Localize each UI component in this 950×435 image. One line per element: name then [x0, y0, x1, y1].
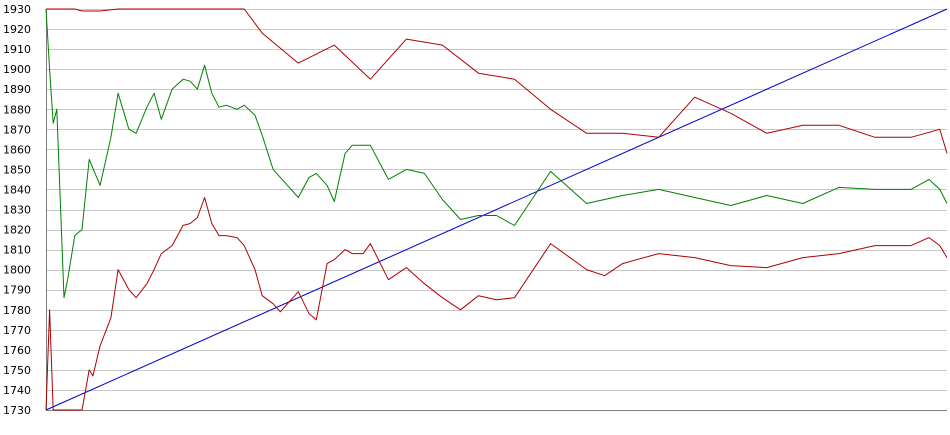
y-axis-ticks: 1730 1740 1750 1760 1770 1780 1790 1800 1810 1820… [3, 3, 31, 417]
y-tick-label: 1830 [3, 204, 31, 217]
y-tick-label: 1870 [3, 123, 31, 136]
y-tick-label: 1780 [3, 304, 31, 317]
y-tick-label: 1890 [3, 83, 31, 96]
y-tick-label: 1730 [3, 404, 31, 417]
y-tick-label: 1910 [3, 43, 31, 56]
y-tick-label: 1900 [3, 63, 31, 76]
grid-lines [46, 9, 947, 391]
series-line-1 [45, 8, 948, 411]
series-line-2 [46, 8, 948, 154]
y-tick-label: 1760 [3, 344, 31, 357]
y-tick-label: 1860 [3, 143, 31, 156]
series-lines [45, 8, 948, 411]
y-tick-label: 1840 [3, 183, 31, 196]
axes [46, 9, 947, 411]
y-tick-label: 1800 [3, 264, 31, 277]
y-tick-label: 1930 [3, 3, 31, 16]
series-line-4 [45, 197, 948, 411]
series-line-3 [45, 8, 948, 299]
y-tick-label: 1880 [3, 103, 31, 116]
y-tick-label: 1850 [3, 163, 31, 176]
y-tick-label: 1770 [3, 324, 31, 337]
y-tick-label: 1810 [3, 244, 31, 257]
y-tick-label: 1750 [3, 364, 31, 377]
y-tick-label: 1820 [3, 224, 31, 237]
y-tick-label: 1920 [3, 23, 31, 36]
y-tick-label: 1740 [3, 384, 31, 397]
y-tick-label: 1790 [3, 284, 31, 297]
